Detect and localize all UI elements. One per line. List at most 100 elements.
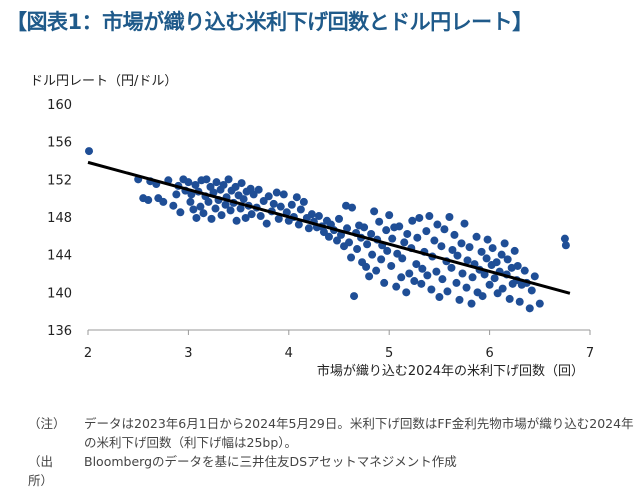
scatter-point xyxy=(377,255,386,264)
scatter-point xyxy=(367,229,376,238)
scatter-point xyxy=(402,288,411,297)
scatter-point xyxy=(410,277,419,286)
scatter-point xyxy=(513,261,522,270)
scatter-point xyxy=(403,229,412,238)
scatter-point xyxy=(342,201,351,210)
scatter-point xyxy=(492,258,501,267)
scatter-point xyxy=(231,182,240,191)
scatter-point xyxy=(438,275,447,284)
scatter-point xyxy=(191,180,200,189)
scatter-point xyxy=(405,269,414,278)
scatter-point xyxy=(413,233,422,242)
scatter-point xyxy=(292,193,301,202)
scatter-point xyxy=(460,219,469,228)
scatter-point xyxy=(247,210,256,219)
scatter-point xyxy=(467,299,476,308)
scatter-point xyxy=(515,297,524,306)
scatter-point xyxy=(560,234,569,243)
scatter-point xyxy=(272,188,281,197)
scatter-point xyxy=(490,274,499,283)
scatter-point xyxy=(485,280,494,289)
scatter-point xyxy=(382,226,391,235)
x-tick-label: 3 xyxy=(184,346,192,361)
scatter-point xyxy=(169,201,178,210)
scatter-point xyxy=(435,293,444,302)
y-axis-title: ドル円レート（円/ドル） xyxy=(30,74,178,89)
scatter-point xyxy=(296,205,305,214)
scatter-point xyxy=(510,246,519,255)
scatter-point xyxy=(219,180,228,189)
scatter-point xyxy=(207,214,216,223)
y-tick-label: 148 xyxy=(47,211,72,226)
scatter-point xyxy=(360,223,369,232)
scatter-point xyxy=(184,178,193,187)
scatter-point xyxy=(440,225,449,234)
scatter-point xyxy=(254,185,263,194)
scatter-point xyxy=(85,147,94,156)
scatter-point xyxy=(264,192,273,201)
scatter-point xyxy=(365,272,374,281)
scatter-point xyxy=(480,270,489,279)
scatter-point xyxy=(262,219,271,228)
scatter-point xyxy=(520,266,529,275)
scatter-point xyxy=(498,284,507,293)
scatter-point xyxy=(385,211,394,220)
scatter-point xyxy=(294,220,303,229)
scatter-point xyxy=(176,208,185,217)
scatter-point xyxy=(452,278,461,287)
trend-line xyxy=(87,160,571,295)
scatter-point xyxy=(324,232,333,241)
scatter-point xyxy=(345,238,354,247)
scatter-point xyxy=(287,200,296,209)
scatter-point xyxy=(432,267,441,276)
x-tick-label: 5 xyxy=(385,346,393,361)
scatter-point xyxy=(199,209,208,218)
scatter-point xyxy=(561,241,570,250)
scatter-point xyxy=(472,232,481,241)
scatter-point xyxy=(204,197,213,206)
scatter-point xyxy=(159,197,168,206)
scatter-point xyxy=(433,220,442,229)
scatter-point xyxy=(211,204,220,213)
source-label: （出所） xyxy=(28,454,54,488)
scatter-point xyxy=(427,285,436,294)
scatter-point xyxy=(425,212,434,221)
scatter-point xyxy=(430,236,439,245)
scatter-point xyxy=(398,254,407,263)
scatter-point xyxy=(335,214,343,223)
scatter-point xyxy=(241,213,250,222)
scatter-point xyxy=(392,282,401,291)
scatter-point xyxy=(350,292,359,301)
scatter-point xyxy=(368,250,377,259)
scatter-point xyxy=(380,278,389,287)
scatter-point xyxy=(259,196,268,205)
scatter-point xyxy=(488,244,497,253)
scatter-point xyxy=(387,261,396,270)
scatter-point xyxy=(319,228,328,237)
scatter-point xyxy=(412,260,421,269)
scatter-point xyxy=(144,196,153,205)
scatter-point xyxy=(226,206,235,215)
note-label: （注） xyxy=(28,416,66,431)
scatter-point xyxy=(383,246,392,255)
scatter-point xyxy=(276,202,285,211)
scatter-point xyxy=(353,245,362,254)
scatter-point xyxy=(224,175,233,184)
scatter-point xyxy=(388,234,397,243)
scatter-point xyxy=(196,202,205,211)
y-tick-label: 152 xyxy=(47,173,72,188)
scatter-point xyxy=(493,289,502,298)
x-tick-label: 2 xyxy=(84,346,92,361)
source-text: Bloombergのデータを基に三井住友DSアセットマネジメント作成 xyxy=(84,454,457,469)
scatter-point xyxy=(192,213,201,222)
scatter-point xyxy=(457,239,466,248)
scatter-point xyxy=(445,213,454,221)
scatter-point xyxy=(232,216,241,225)
scatter-point xyxy=(370,207,379,216)
y-tick-label: 136 xyxy=(47,324,72,339)
scatter-point xyxy=(458,269,467,278)
scatter-point xyxy=(497,250,506,259)
scatter-point xyxy=(304,224,313,233)
scatter-point xyxy=(505,294,514,303)
